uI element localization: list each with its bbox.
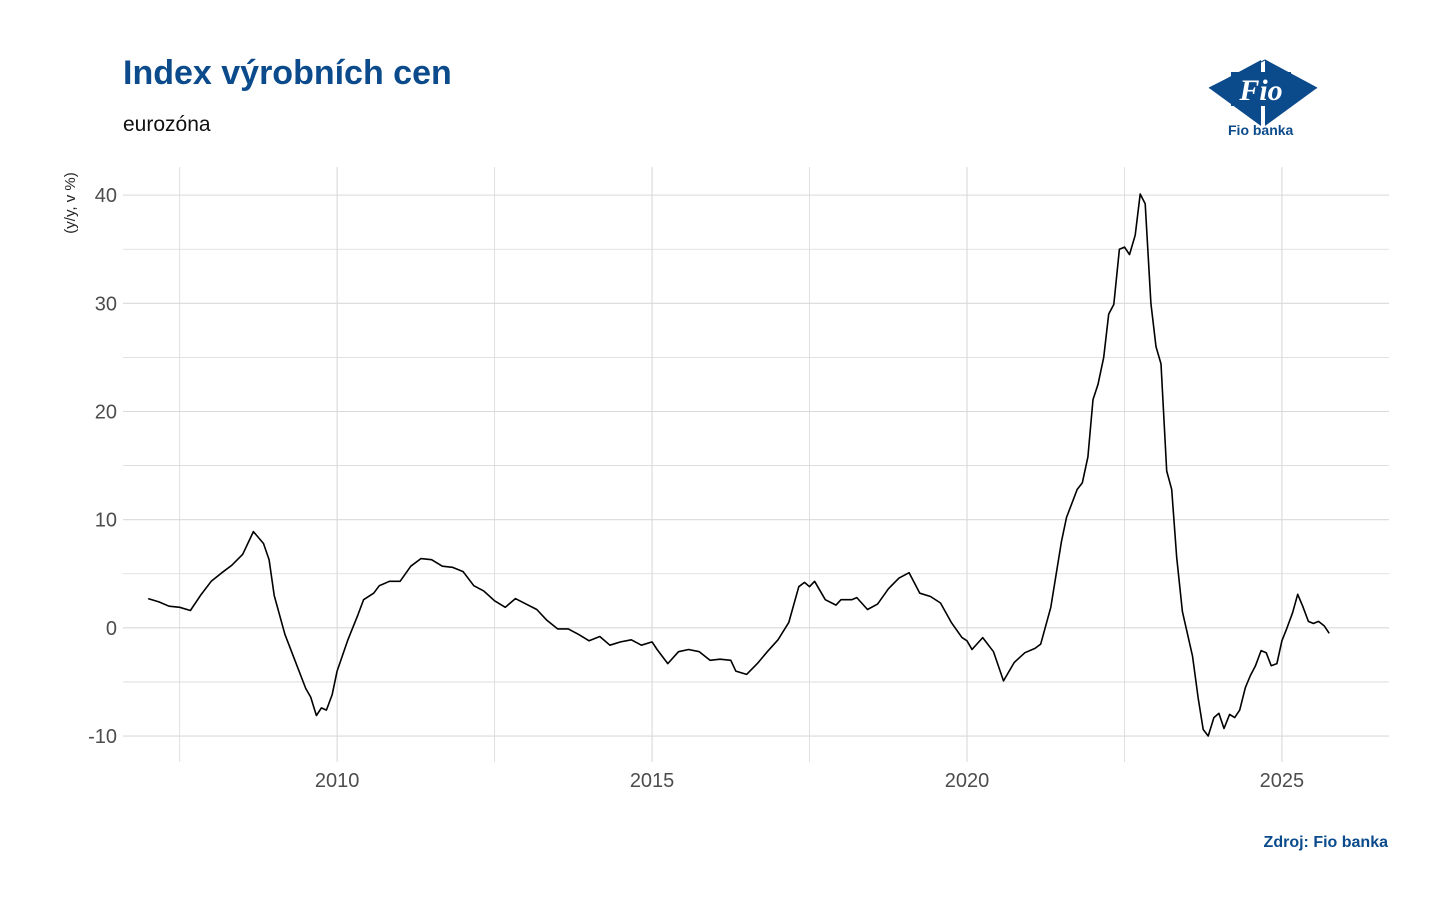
y-tick-label: 10 [95,510,117,532]
series-line [147,193,1330,737]
x-tick-labels: 2010 2015 2020 2025 [315,770,1304,792]
grid-major [123,167,1389,762]
y-axis-title: (y/y, v %) [62,172,79,233]
x-tick-label: 2020 [945,770,990,792]
y-tick-label: -10 [88,726,117,748]
chart-subtitle: eurozóna [123,113,211,136]
y-tick-labels: -10 0 10 20 30 40 [88,185,117,748]
fio-logo-icon: Fio [1208,59,1318,126]
y-tick-label: 0 [106,618,117,640]
y-tick-label: 40 [95,185,117,207]
x-tick-label: 2015 [630,770,675,792]
series-layer [147,193,1330,737]
y-tick-label: 20 [95,401,117,423]
chart-title: Index výrobních cen [123,54,452,92]
grid-minor [123,167,1389,762]
y-tick-label: 30 [95,293,117,315]
x-tick-label: 2025 [1260,770,1305,792]
logo-caption: Fio banka [1228,122,1294,138]
logo-mark-text: Fio [1238,74,1282,107]
source-note: Zdroj: Fio banka [1263,834,1388,851]
x-tick-label: 2010 [315,770,360,792]
